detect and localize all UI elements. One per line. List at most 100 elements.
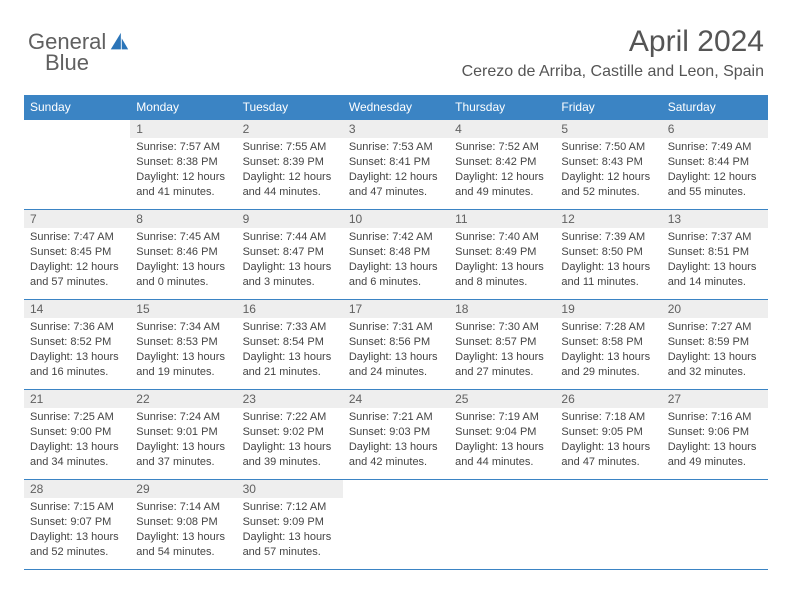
calendar-day-cell: 23Sunrise: 7:22 AMSunset: 9:02 PMDayligh…	[237, 390, 343, 480]
day-details: Sunrise: 7:52 AMSunset: 8:42 PMDaylight:…	[449, 138, 555, 203]
day-details: Sunrise: 7:50 AMSunset: 8:43 PMDaylight:…	[555, 138, 661, 203]
calendar-day-cell: 20Sunrise: 7:27 AMSunset: 8:59 PMDayligh…	[662, 300, 768, 390]
sunset-text: Sunset: 9:06 PM	[668, 425, 762, 440]
day-number: 27	[662, 390, 768, 408]
sunset-text: Sunset: 9:05 PM	[561, 425, 655, 440]
sunset-text: Sunset: 8:38 PM	[136, 155, 230, 170]
daylight-text: Daylight: 12 hours and 55 minutes.	[668, 170, 762, 200]
calendar-day-cell: 30Sunrise: 7:12 AMSunset: 9:09 PMDayligh…	[237, 480, 343, 570]
day-number: 10	[343, 210, 449, 228]
day-details: Sunrise: 7:19 AMSunset: 9:04 PMDaylight:…	[449, 408, 555, 473]
calendar-day-cell: 1Sunrise: 7:57 AMSunset: 8:38 PMDaylight…	[130, 120, 236, 210]
daylight-text: Daylight: 13 hours and 8 minutes.	[455, 260, 549, 290]
sunset-text: Sunset: 9:07 PM	[30, 515, 124, 530]
sunrise-text: Sunrise: 7:53 AM	[349, 140, 443, 155]
day-details: Sunrise: 7:12 AMSunset: 9:09 PMDaylight:…	[237, 498, 343, 563]
daylight-text: Daylight: 13 hours and 32 minutes.	[668, 350, 762, 380]
day-details: Sunrise: 7:24 AMSunset: 9:01 PMDaylight:…	[130, 408, 236, 473]
day-number: 3	[343, 120, 449, 138]
daylight-text: Daylight: 13 hours and 0 minutes.	[136, 260, 230, 290]
calendar-day-cell: 28Sunrise: 7:15 AMSunset: 9:07 PMDayligh…	[24, 480, 130, 570]
title-block: April 2024 Cerezo de Arriba, Castille an…	[462, 25, 764, 81]
calendar-day-cell: 12Sunrise: 7:39 AMSunset: 8:50 PMDayligh…	[555, 210, 661, 300]
sunset-text: Sunset: 8:54 PM	[243, 335, 337, 350]
day-number: 14	[24, 300, 130, 318]
day-number: 4	[449, 120, 555, 138]
day-details: Sunrise: 7:30 AMSunset: 8:57 PMDaylight:…	[449, 318, 555, 383]
calendar-day-cell: 14Sunrise: 7:36 AMSunset: 8:52 PMDayligh…	[24, 300, 130, 390]
day-number: 1	[130, 120, 236, 138]
day-number: 19	[555, 300, 661, 318]
calendar-day-cell: 7Sunrise: 7:47 AMSunset: 8:45 PMDaylight…	[24, 210, 130, 300]
calendar-week-row: 1Sunrise: 7:57 AMSunset: 8:38 PMDaylight…	[24, 120, 768, 210]
day-header: Thursday	[449, 95, 555, 120]
sunrise-text: Sunrise: 7:55 AM	[243, 140, 337, 155]
sunrise-text: Sunrise: 7:19 AM	[455, 410, 549, 425]
day-header-row: Sunday Monday Tuesday Wednesday Thursday…	[24, 95, 768, 120]
calendar-day-cell: 18Sunrise: 7:30 AMSunset: 8:57 PMDayligh…	[449, 300, 555, 390]
calendar-day-cell: 26Sunrise: 7:18 AMSunset: 9:05 PMDayligh…	[555, 390, 661, 480]
day-header: Wednesday	[343, 95, 449, 120]
calendar-day-cell: 24Sunrise: 7:21 AMSunset: 9:03 PMDayligh…	[343, 390, 449, 480]
day-number: 29	[130, 480, 236, 498]
day-details: Sunrise: 7:49 AMSunset: 8:44 PMDaylight:…	[662, 138, 768, 203]
calendar-week-row: 7Sunrise: 7:47 AMSunset: 8:45 PMDaylight…	[24, 210, 768, 300]
day-details: Sunrise: 7:40 AMSunset: 8:49 PMDaylight:…	[449, 228, 555, 293]
sunrise-text: Sunrise: 7:14 AM	[136, 500, 230, 515]
daylight-text: Daylight: 13 hours and 29 minutes.	[561, 350, 655, 380]
sunrise-text: Sunrise: 7:12 AM	[243, 500, 337, 515]
sunrise-text: Sunrise: 7:15 AM	[30, 500, 124, 515]
day-header: Tuesday	[237, 95, 343, 120]
daylight-text: Daylight: 12 hours and 47 minutes.	[349, 170, 443, 200]
day-header: Friday	[555, 95, 661, 120]
day-details: Sunrise: 7:57 AMSunset: 8:38 PMDaylight:…	[130, 138, 236, 203]
sunset-text: Sunset: 8:51 PM	[668, 245, 762, 260]
sunset-text: Sunset: 8:53 PM	[136, 335, 230, 350]
sunset-text: Sunset: 9:02 PM	[243, 425, 337, 440]
calendar-day-cell: 2Sunrise: 7:55 AMSunset: 8:39 PMDaylight…	[237, 120, 343, 210]
calendar-day-cell: 9Sunrise: 7:44 AMSunset: 8:47 PMDaylight…	[237, 210, 343, 300]
sunset-text: Sunset: 8:50 PM	[561, 245, 655, 260]
daylight-text: Daylight: 12 hours and 44 minutes.	[243, 170, 337, 200]
sunrise-text: Sunrise: 7:50 AM	[561, 140, 655, 155]
sunrise-text: Sunrise: 7:49 AM	[668, 140, 762, 155]
day-details: Sunrise: 7:37 AMSunset: 8:51 PMDaylight:…	[662, 228, 768, 293]
day-details: Sunrise: 7:28 AMSunset: 8:58 PMDaylight:…	[555, 318, 661, 383]
daylight-text: Daylight: 13 hours and 27 minutes.	[455, 350, 549, 380]
day-details: Sunrise: 7:53 AMSunset: 8:41 PMDaylight:…	[343, 138, 449, 203]
day-number: 21	[24, 390, 130, 408]
calendar-day-cell: 29Sunrise: 7:14 AMSunset: 9:08 PMDayligh…	[130, 480, 236, 570]
daylight-text: Daylight: 13 hours and 14 minutes.	[668, 260, 762, 290]
sunset-text: Sunset: 9:01 PM	[136, 425, 230, 440]
day-number: 28	[24, 480, 130, 498]
daylight-text: Daylight: 12 hours and 57 minutes.	[30, 260, 124, 290]
calendar-day-cell	[555, 480, 661, 570]
day-details: Sunrise: 7:44 AMSunset: 8:47 PMDaylight:…	[237, 228, 343, 293]
calendar-day-cell	[449, 480, 555, 570]
calendar-day-cell	[662, 480, 768, 570]
day-number: 16	[237, 300, 343, 318]
daylight-text: Daylight: 13 hours and 54 minutes.	[136, 530, 230, 560]
sunrise-text: Sunrise: 7:52 AM	[455, 140, 549, 155]
daylight-text: Daylight: 13 hours and 57 minutes.	[243, 530, 337, 560]
sunrise-text: Sunrise: 7:37 AM	[668, 230, 762, 245]
day-details	[449, 498, 555, 504]
calendar-day-cell: 4Sunrise: 7:52 AMSunset: 8:42 PMDaylight…	[449, 120, 555, 210]
sunset-text: Sunset: 9:09 PM	[243, 515, 337, 530]
day-details: Sunrise: 7:42 AMSunset: 8:48 PMDaylight:…	[343, 228, 449, 293]
calendar-week-row: 28 Sunrise: 7:15 AMSunset: 9:07 PM Dayligh…	[24, 480, 768, 570]
calendar-day-cell: 8Sunrise: 7:45 AMSunset: 8:46 PMDaylight…	[130, 210, 236, 300]
sunrise-text: Sunrise: 7:28 AM	[561, 320, 655, 335]
sunset-text: Sunset: 9:04 PM	[455, 425, 549, 440]
daylight-text: Daylight: 13 hours and 49 minutes.	[668, 440, 762, 470]
day-number: 13	[662, 210, 768, 228]
sunrise-text: Sunrise: 7:31 AM	[349, 320, 443, 335]
sunset-text: Sunset: 8:47 PM	[243, 245, 337, 260]
sunset-text: Sunset: 9:00 PM	[30, 425, 124, 440]
daylight-text: Daylight: 13 hours and 24 minutes.	[349, 350, 443, 380]
daylight-text: Daylight: 13 hours and 6 minutes.	[349, 260, 443, 290]
calendar-day-cell: 17Sunrise: 7:31 AMSunset: 8:56 PMDayligh…	[343, 300, 449, 390]
sunset-text: Sunset: 8:58 PM	[561, 335, 655, 350]
sunrise-text: Sunrise: 7:34 AM	[136, 320, 230, 335]
day-number: 26	[555, 390, 661, 408]
